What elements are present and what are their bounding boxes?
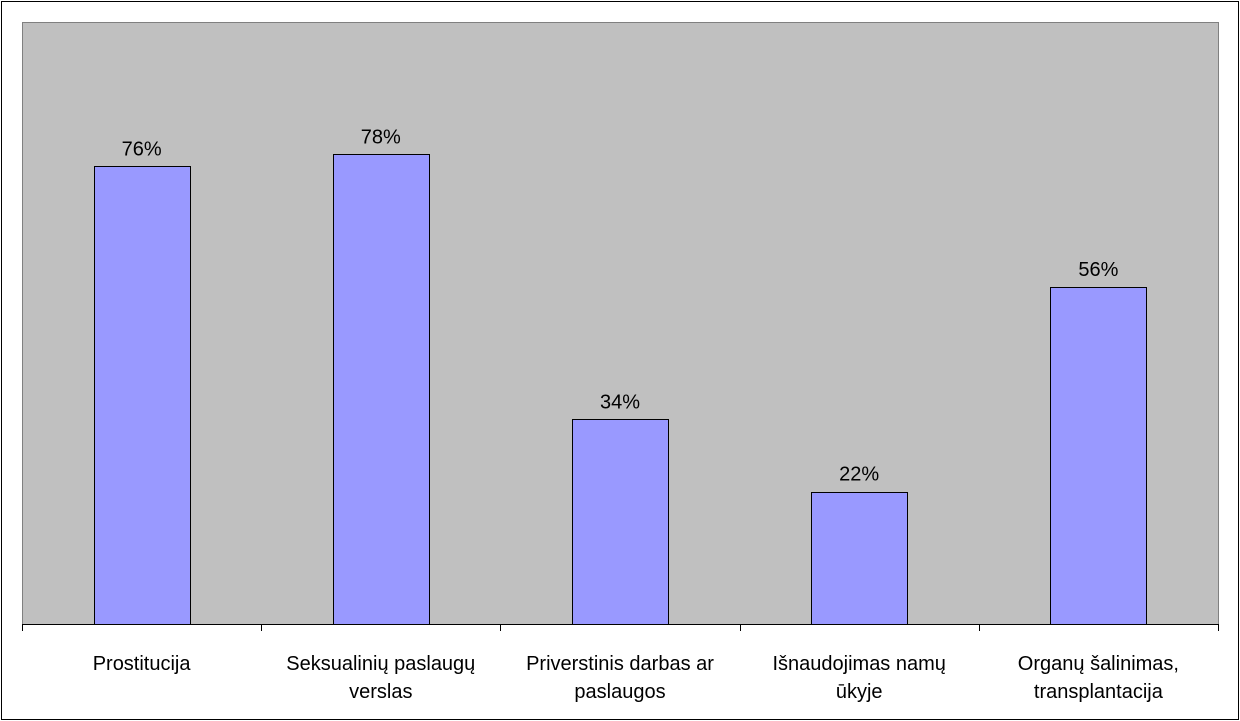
category-label-line: paslaugos	[574, 681, 665, 703]
bar	[94, 166, 191, 625]
bars-group	[94, 154, 1147, 625]
bar	[333, 154, 430, 625]
category-labels-group: Prostitucija Seksualinių paslaugų verslas P…	[93, 653, 1179, 703]
bar	[811, 492, 908, 625]
category-label: Seksualinių paslaugų verslas	[286, 653, 475, 703]
x-axis	[22, 624, 1219, 631]
category-label-line: verslas	[349, 681, 412, 703]
data-label: 76%	[122, 138, 162, 160]
bar	[1050, 287, 1147, 625]
category-label-line: transplantacija	[1034, 681, 1164, 703]
category-label-line: Seksualinių paslaugų	[286, 653, 475, 675]
category-label-line: Priverstinis darbas ar	[526, 653, 714, 675]
category-label: Priverstinis darbas ar paslaugos	[526, 653, 714, 703]
data-labels-group: 76% 78% 34% 22% 56%	[122, 126, 1119, 485]
data-label: 22%	[839, 464, 879, 486]
category-label-line: Organų šalinimas,	[1018, 653, 1179, 675]
bar	[572, 419, 669, 625]
data-label: 56%	[1078, 259, 1118, 281]
data-label: 78%	[361, 126, 401, 148]
category-label: Prostitucija	[93, 653, 192, 675]
data-label: 34%	[600, 391, 640, 413]
category-label-line: ūkyje	[836, 681, 883, 703]
category-label-line: Išnaudojimas namų	[772, 653, 945, 675]
category-label-line: Prostitucija	[93, 653, 192, 675]
category-label: Išnaudojimas namų ūkyje	[772, 653, 945, 703]
category-label: Organų šalinimas, transplantacija	[1018, 653, 1179, 703]
